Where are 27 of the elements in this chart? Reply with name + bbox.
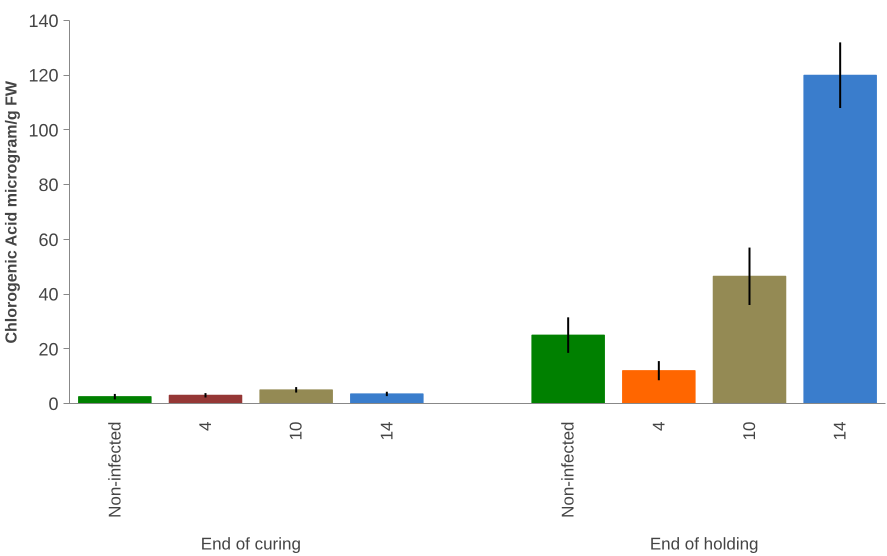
bar [78, 396, 152, 404]
x-tick-label: 10 [286, 421, 306, 440]
bar [168, 394, 242, 404]
text: End of curing [200, 534, 301, 554]
bar [622, 370, 696, 404]
x-tick-label: 4 [196, 421, 215, 431]
bar [531, 334, 605, 404]
y-axis-title: Chlorogenic Acid microgram/g FW [3, 80, 20, 344]
y-tick-label: 60 [38, 230, 59, 250]
y-tick-label: 80 [38, 175, 59, 196]
y-tick-label: 0 [48, 394, 59, 414]
bar [350, 393, 424, 404]
y-tick-label: 40 [38, 284, 59, 305]
x-tick-label: 10 [740, 421, 759, 440]
bar [259, 389, 333, 404]
x-tick-label: 4 [649, 421, 668, 431]
y-tick-label: 140 [28, 11, 59, 31]
text: End of holding [650, 534, 759, 554]
y-tick-label: 20 [38, 339, 59, 360]
x-tick-label: 14 [830, 421, 850, 440]
x-tick-label: Non-infected [105, 422, 124, 518]
bar [712, 276, 786, 404]
x-tick-label: 14 [377, 421, 396, 440]
y-tick-label: 120 [28, 66, 59, 86]
bar [803, 74, 877, 404]
y-tick-label: 100 [28, 120, 59, 140]
x-tick-label: Non-infected [558, 422, 578, 518]
